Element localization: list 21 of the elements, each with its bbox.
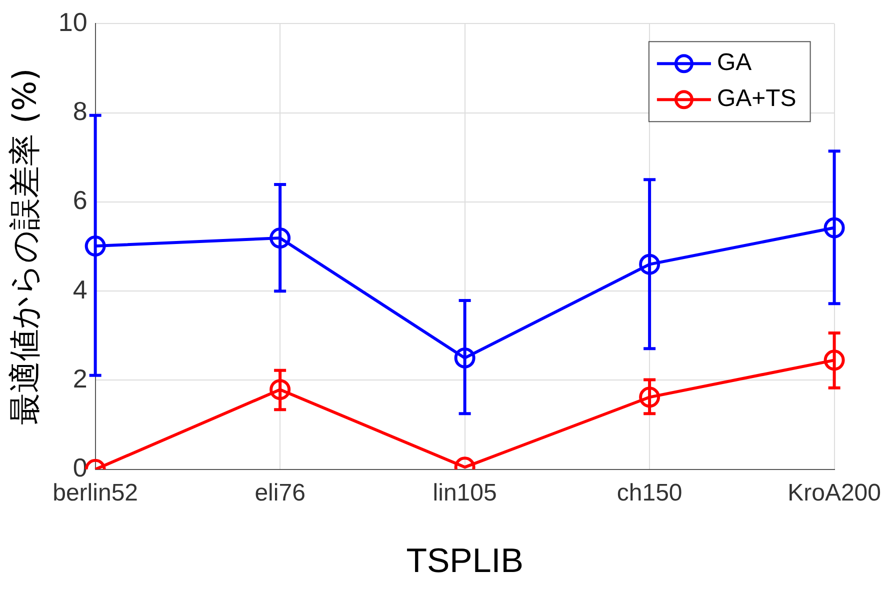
y-tick-label: 6	[72, 185, 88, 216]
legend-label: GA	[716, 49, 752, 76]
point	[639, 254, 660, 275]
point	[270, 379, 291, 400]
y-tick-label: 2	[72, 363, 88, 394]
x-tick-label: KroA200	[788, 479, 882, 506]
point	[824, 350, 845, 371]
point	[84, 236, 106, 257]
point	[270, 228, 291, 249]
legend-label: GA+TS	[716, 85, 796, 112]
x-axis-title: TSPLIB	[406, 542, 524, 580]
point	[824, 217, 845, 238]
y-tick-label: 8	[72, 96, 88, 126]
x-tick-label: ch150	[616, 479, 682, 506]
y-tick-label: 10	[58, 6, 88, 37]
y-tick-label: 4	[72, 274, 88, 304]
x-tick-label: lin105	[432, 479, 497, 506]
x-tick-label: eli76	[254, 479, 306, 506]
point	[454, 347, 476, 368]
point	[639, 386, 660, 408]
y-axis-title: 最適値からの誤差率 (%)	[6, 68, 44, 425]
